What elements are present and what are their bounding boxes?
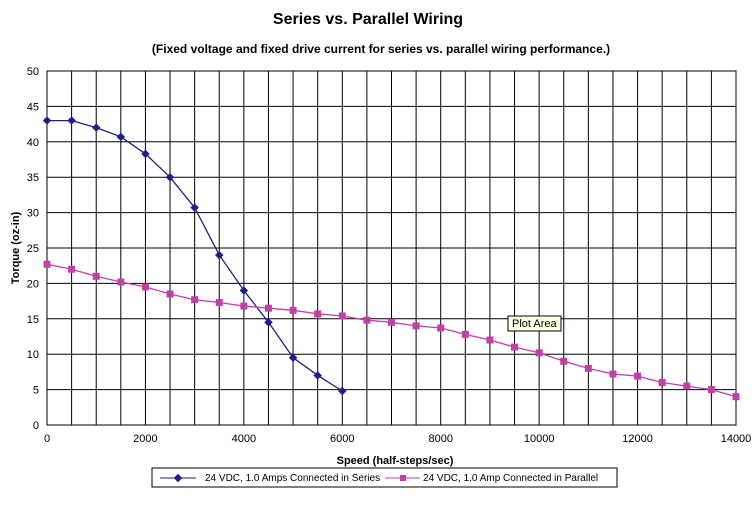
y-tick-label-0: 0	[33, 420, 39, 432]
series-1-point-25	[658, 379, 666, 387]
y-tick-label-10: 50	[27, 66, 39, 78]
series-0-point-12	[338, 386, 347, 396]
tooltip-text: Plot Area	[512, 318, 558, 330]
legend-series-label-1: 24 VDC, 1.0 Amp Connected in Parallel	[423, 473, 598, 484]
series-1-point-0	[43, 260, 51, 268]
series-1-point-1	[68, 265, 76, 273]
x-axis-label: Speed (half-steps/sec)	[337, 455, 454, 467]
series-1-point-27	[707, 386, 715, 394]
series-1	[43, 260, 740, 401]
y-tick-label-4: 20	[27, 278, 39, 290]
series-1-point-19	[511, 343, 519, 351]
y-tick-label-3: 15	[27, 314, 39, 326]
y-tick-label-5: 25	[27, 243, 39, 255]
x-tick-label-2: 4000	[232, 433, 256, 445]
series-1-point-4	[141, 283, 149, 291]
series-1-point-13	[363, 316, 371, 324]
series-1-point-28	[732, 393, 740, 401]
series-1-point-18	[486, 336, 494, 344]
series-0-point-7	[215, 250, 224, 260]
y-axis-label: Torque (oz-in)	[10, 211, 22, 284]
x-tick-label-1: 2000	[133, 433, 157, 445]
series-0-point-6	[190, 203, 199, 212]
chart-subtitle: (Fixed voltage and fixed drive current f…	[152, 42, 610, 56]
y-tick-label-2: 10	[27, 349, 39, 361]
series-1-point-11	[314, 310, 322, 318]
series-1-point-20	[535, 349, 543, 357]
y-tick-label-1: 5	[33, 385, 39, 397]
y-tick-label-6: 30	[27, 208, 39, 220]
series-0	[42, 116, 347, 396]
series-0-point-9	[264, 318, 273, 327]
series-1-point-23	[609, 370, 617, 378]
series-layer	[42, 116, 740, 401]
series-0-point-10	[288, 353, 298, 362]
series-0-point-0	[42, 116, 52, 125]
series-1-point-14	[388, 318, 395, 326]
tooltip-box	[507, 315, 562, 332]
series-1-point-15	[412, 322, 420, 330]
x-tick-label-0: 0	[44, 433, 50, 445]
y-tick-label-9: 45	[27, 101, 39, 113]
series-1-point-26	[683, 382, 691, 390]
series-1-point-17	[461, 330, 469, 338]
series-1-point-10	[289, 306, 297, 314]
series-1-point-7	[215, 299, 223, 307]
series-1-point-2	[92, 272, 100, 280]
legend-series-marker-1	[400, 475, 406, 481]
x-tick-label-5: 10000	[524, 433, 555, 445]
legend: 24 VDC, 1.0 Amps Connected in Series 24 …	[151, 467, 618, 488]
series-0-point-1	[67, 116, 76, 125]
series-0-point-2	[91, 123, 101, 132]
series-0-point-5	[165, 172, 175, 182]
chart-title: Series vs. Parallel Wiring	[273, 11, 463, 28]
legend-series-marker-0	[173, 473, 183, 483]
y-tick-label-8: 40	[27, 137, 39, 149]
series-1-point-12	[338, 312, 346, 320]
series-0-point-4	[141, 149, 150, 159]
x-tick-label-6: 12000	[622, 433, 653, 445]
tick-labels: 0 2000 4000 6000 8000 10000 12000 14000 0 5 10 15 20…	[27, 66, 752, 445]
series-1-point-22	[584, 364, 592, 372]
x-tick-label-4: 8000	[428, 433, 452, 445]
series-1-point-24	[634, 372, 642, 380]
series-1-point-21	[560, 357, 568, 365]
plot-area-tooltip: Plot Area	[507, 315, 562, 332]
legend-series-label-0: 24 VDC, 1.0 Amps Connected in Series	[205, 473, 380, 484]
series-0-point-3	[116, 132, 126, 142]
x-tick-label-7: 14000	[721, 433, 752, 445]
series-1-point-3	[117, 278, 125, 286]
series-1-point-5	[166, 290, 174, 298]
series-1-point-8	[240, 302, 248, 310]
series-0-point-11	[313, 371, 322, 380]
series-0-point-8	[239, 286, 249, 295]
legend-box	[151, 467, 618, 488]
y-tick-label-7: 35	[27, 172, 39, 184]
series-1-point-9	[264, 304, 272, 312]
series-1-point-16	[437, 324, 445, 332]
x-tick-label-3: 6000	[330, 433, 354, 445]
series-1-point-6	[191, 296, 199, 304]
plot-border	[46, 70, 737, 426]
